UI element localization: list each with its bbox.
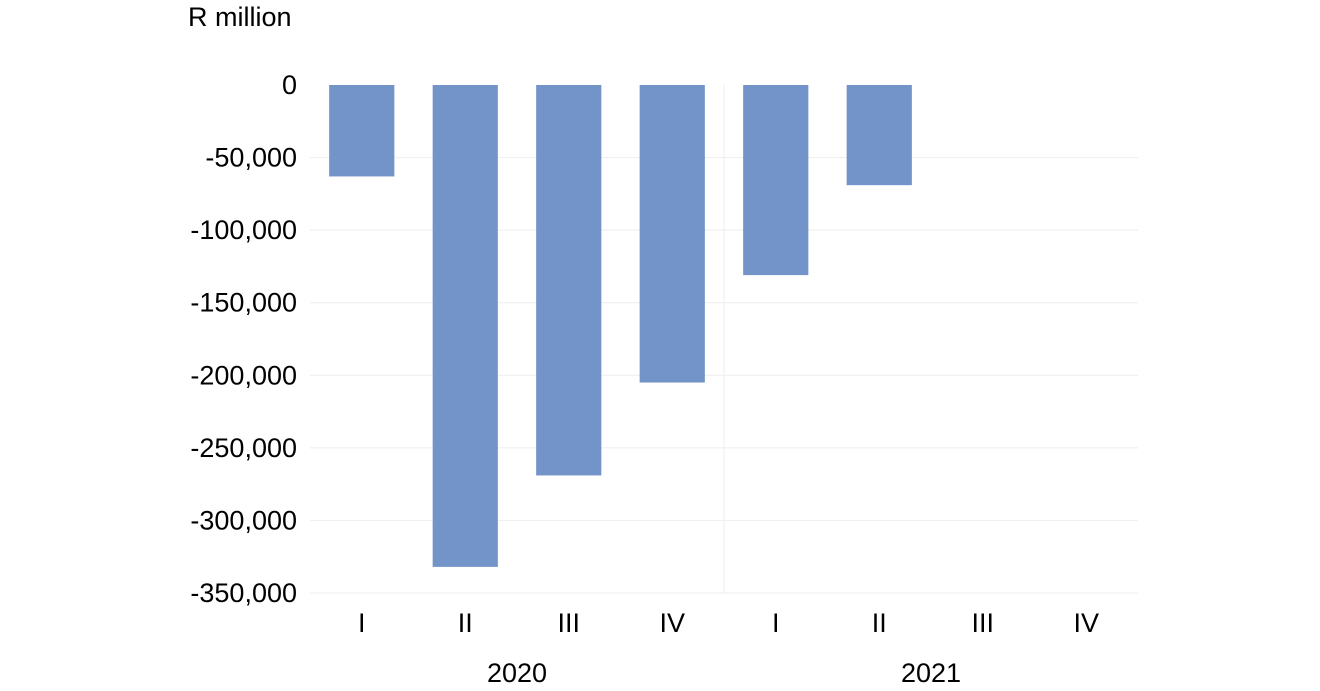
y-axis-tick-labels: 0 -50,000 -100,000 -150,000 -200,000 -250,000… bbox=[190, 70, 297, 608]
bar bbox=[846, 85, 912, 186]
y-tick-label: -100,000 bbox=[190, 215, 297, 245]
x-tick-label: I bbox=[358, 608, 366, 638]
x-tick-label: II bbox=[872, 608, 887, 638]
x-tick-label: IV bbox=[1073, 608, 1099, 638]
x-tick-label: I bbox=[772, 608, 780, 638]
y-tick-label: 0 bbox=[282, 70, 297, 100]
y-axis-unit-label: R million bbox=[188, 2, 292, 32]
bars bbox=[329, 85, 912, 567]
y-tick-label: -150,000 bbox=[190, 288, 297, 318]
y-tick-label: -350,000 bbox=[190, 578, 297, 608]
x-tick-label: IV bbox=[659, 608, 685, 638]
bar bbox=[743, 85, 809, 276]
bar bbox=[536, 85, 602, 476]
bar bbox=[329, 85, 395, 177]
bar bbox=[639, 85, 705, 383]
x-tick-label: III bbox=[971, 608, 994, 638]
bar bbox=[432, 85, 498, 567]
x-axis-group-labels: 2020 2021 bbox=[487, 658, 961, 688]
x-axis-tick-labels: I II III IV I II III IV bbox=[358, 608, 1099, 638]
y-tick-label: -300,000 bbox=[190, 505, 297, 535]
y-tick-label: -250,000 bbox=[190, 433, 297, 463]
group-label: 2021 bbox=[901, 658, 961, 688]
y-tick-label: -200,000 bbox=[190, 360, 297, 390]
group-label: 2020 bbox=[487, 658, 547, 688]
x-tick-label: II bbox=[458, 608, 473, 638]
x-tick-label: III bbox=[557, 608, 580, 638]
y-tick-label: -50,000 bbox=[205, 143, 297, 173]
